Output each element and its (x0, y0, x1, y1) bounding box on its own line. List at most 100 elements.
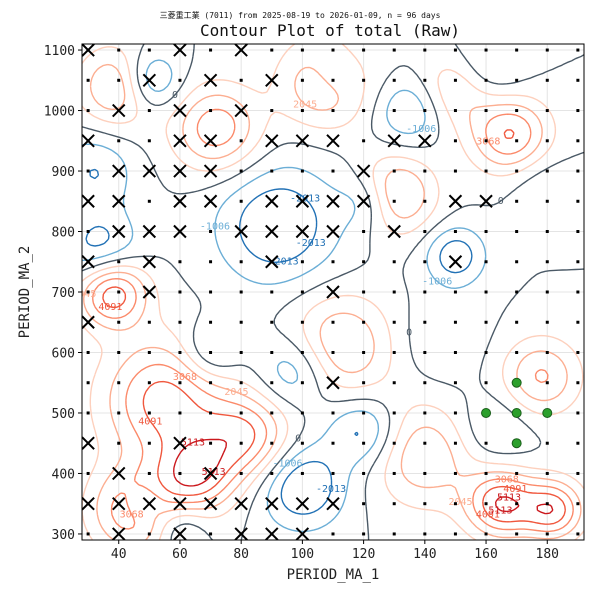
sample-dot (239, 441, 243, 445)
sample-dot (515, 139, 519, 143)
sample-dot (423, 48, 427, 52)
sample-dot (117, 320, 121, 324)
sample-dot (453, 471, 457, 475)
x-marker (265, 224, 279, 239)
x-tick-label: 40 (111, 547, 127, 562)
sample-dot (117, 260, 121, 264)
sample-dot (362, 48, 366, 52)
sample-dot (86, 78, 90, 82)
y-tick-label: 1000 (44, 105, 75, 120)
sample-dot (239, 199, 243, 203)
sample-dot (331, 411, 335, 415)
sample-dot (484, 441, 488, 445)
sample-dot (423, 441, 427, 445)
sample-dot (117, 290, 121, 294)
sample-dot (300, 441, 304, 445)
sample-dot (392, 471, 396, 475)
x-marker (234, 44, 248, 57)
sample-dot (300, 471, 304, 475)
sample-dot (362, 411, 366, 415)
x-marker (265, 134, 279, 148)
sample-dot (239, 78, 243, 82)
sample-dot (576, 411, 580, 415)
x-marker (112, 496, 126, 511)
x-marker (356, 164, 371, 178)
x-marker (265, 194, 279, 208)
sample-dot (362, 471, 366, 475)
sample-dot (362, 381, 366, 385)
sample-dot (147, 199, 151, 203)
y-tick-label: 1100 (44, 44, 75, 59)
sample-dot (209, 411, 213, 415)
sample-dot (484, 230, 488, 234)
sample-dot (423, 290, 427, 294)
x-tick-label: 100 (291, 547, 314, 562)
contour-level-label: 0 (406, 327, 412, 338)
contour-level-label: 2045 (224, 387, 248, 398)
sample-dot (239, 381, 243, 385)
green-marker (511, 377, 522, 388)
sample-dot (86, 532, 90, 536)
contour-line-level (83, 63, 582, 540)
green-marker (511, 407, 522, 418)
sample-dot (576, 290, 580, 294)
x-marker (448, 255, 463, 269)
sample-dot (515, 230, 519, 234)
contour-line-level (102, 129, 566, 525)
sample-dot (515, 109, 519, 113)
sample-dot (515, 350, 519, 354)
contour-level-label: 0 (172, 90, 178, 101)
x-marker (82, 44, 95, 57)
x-marker (173, 194, 187, 208)
sample-dot (545, 169, 549, 173)
sample-dot (270, 290, 274, 294)
sample-dot (392, 381, 396, 385)
sample-dot (209, 260, 213, 264)
sample-dot (300, 350, 304, 354)
sample-dot (453, 290, 457, 294)
sample-dot (423, 78, 427, 82)
x-marker (203, 194, 218, 208)
x-marker (142, 496, 157, 511)
contour-level-label: 3068 (495, 475, 519, 486)
sample-dot (392, 532, 396, 536)
sample-dot (576, 109, 580, 113)
sample-dot (331, 169, 335, 173)
sample-dot (484, 260, 488, 264)
contour-level-label: 5113 (202, 467, 226, 478)
sample-dot (209, 109, 213, 113)
y-axis-label: PERIOD_MA_2 (17, 246, 33, 339)
sample-dot (239, 290, 243, 294)
sample-dot (117, 381, 121, 385)
sample-dot (117, 441, 121, 445)
x-marker (265, 496, 279, 511)
sample-dot (423, 230, 427, 234)
x-marker (203, 164, 218, 178)
contour-level-label: 5113 (497, 493, 521, 504)
contour-lines (82, 44, 584, 540)
sample-dot (453, 502, 457, 506)
sample-dot (209, 230, 213, 234)
x-axis-label: PERIOD_MA_1 (287, 567, 380, 583)
sample-dot (362, 109, 366, 113)
sample-dot (362, 350, 366, 354)
sample-dot (423, 320, 427, 324)
sample-dot (515, 199, 519, 203)
sample-dot (270, 471, 274, 475)
x-marker (112, 194, 126, 208)
contour-level-label: 2045 (293, 99, 317, 110)
contour-line-level (173, 438, 554, 515)
sample-dot (147, 441, 151, 445)
sample-dot (484, 320, 488, 324)
sample-dot (576, 381, 580, 385)
sample-dot (178, 381, 182, 385)
x-marker (203, 466, 218, 481)
sample-dot (300, 109, 304, 113)
sample-dot (147, 532, 151, 536)
y-tick-label: 400 (52, 467, 75, 482)
sample-dot (362, 260, 366, 264)
contour-labels: -2013-2013-2013-2013-1006-1006-1006-1006… (82, 90, 527, 521)
sample-dot (453, 230, 457, 234)
sample-dot (515, 169, 519, 173)
sample-dot (576, 230, 580, 234)
